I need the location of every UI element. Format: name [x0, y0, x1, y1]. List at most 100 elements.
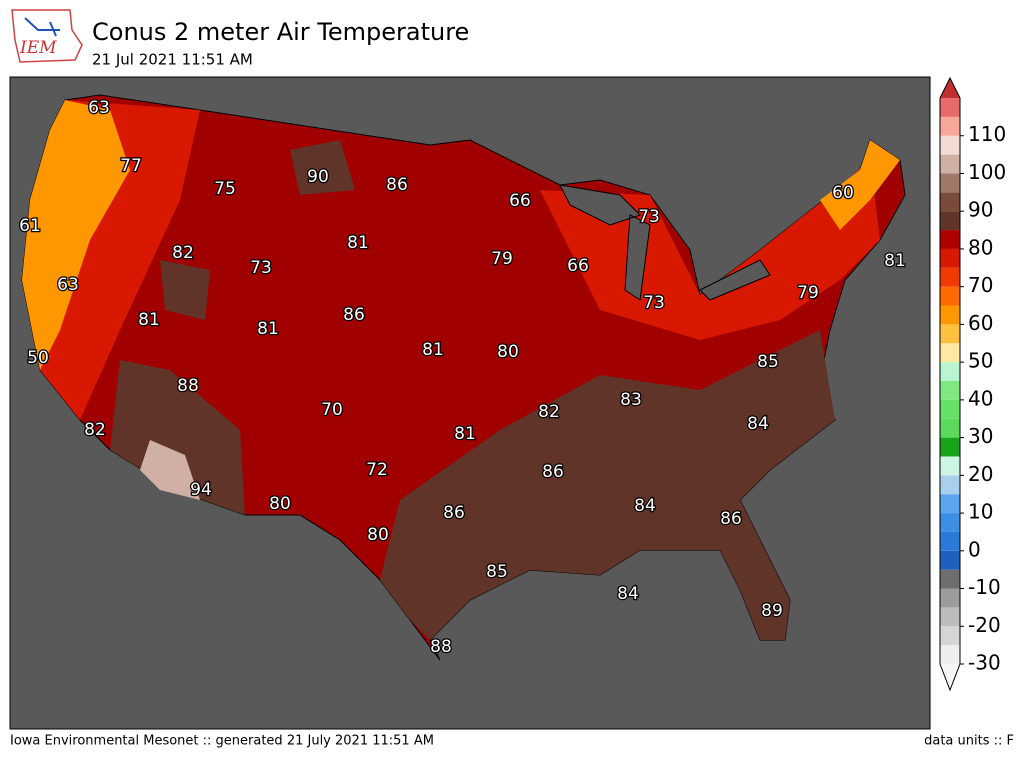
colorbar-segment: [940, 116, 960, 136]
contour-label: 60: [832, 183, 854, 203]
contour-label: 66: [567, 256, 589, 276]
contour-label: 66: [509, 191, 531, 211]
colorbar-segment: [940, 286, 960, 306]
colorbar-segment: [940, 154, 960, 174]
colorbar-segment: [940, 531, 960, 551]
contour-label: 79: [797, 283, 819, 303]
colorbar-segment: [940, 456, 960, 476]
contour-label: 89: [761, 601, 783, 621]
contour-label: 81: [884, 251, 906, 271]
contour-label: 63: [88, 98, 110, 118]
colorbar-tick-label: 10: [968, 500, 993, 524]
contour-label: 86: [720, 509, 742, 529]
colorbar-tick-label: 70: [968, 273, 993, 297]
colorbar-tick-label: 80: [968, 235, 993, 259]
contour-label: 85: [486, 562, 508, 582]
colorbar-segment: [940, 248, 960, 268]
colorbar: -30 -20 -10 0 10 20 30 40 50 60 70 80 90 100 110: [939, 76, 1006, 692]
contour-label: 50: [27, 348, 49, 368]
colorbar-segment: [940, 550, 960, 570]
contour-label: 83: [620, 390, 642, 410]
contour-label: 80: [497, 342, 519, 362]
colorbar-segment: [940, 513, 960, 532]
colorbar-segment: [940, 399, 960, 419]
contour-label: 84: [634, 496, 656, 516]
colorbar-segment: [940, 173, 960, 193]
colorbar-under: [940, 664, 960, 690]
contour-label: 72: [366, 460, 388, 480]
footer-right: data units :: F: [924, 734, 1014, 749]
colorbar-tick-label: 50: [968, 349, 993, 373]
colorbar-tick-label: 30: [968, 424, 993, 448]
map: [9, 76, 931, 730]
colorbar-segment: [940, 135, 960, 155]
contour-label: 94: [190, 480, 212, 500]
colorbar-segment: [940, 305, 960, 325]
colorbar-segment: [940, 626, 960, 646]
colorbar-segment: [940, 645, 960, 664]
hot-region: [110, 140, 835, 640]
title: Conus 2 meter Air Temperature: [92, 18, 469, 46]
contour-label: 84: [747, 414, 769, 434]
contour-label: 81: [257, 319, 279, 339]
contour-label: 77: [120, 156, 142, 176]
contour-label: 82: [172, 243, 194, 263]
contour-label: 88: [177, 376, 199, 396]
colorbar-segment: [940, 588, 960, 608]
colorbar-segment: [940, 211, 960, 231]
contour-label: 80: [269, 494, 291, 514]
colorbar-segment: [940, 475, 960, 495]
colorbar-segment: [940, 569, 960, 589]
colorbar-segment: [940, 343, 960, 363]
contour-label: 70: [321, 400, 343, 420]
contour-label: 86: [343, 305, 365, 325]
colorbar-tick-label: -20: [968, 613, 1001, 637]
contour-label: 86: [386, 175, 408, 195]
cool-region: [22, 100, 900, 370]
colorbar-tick-label: -30: [968, 651, 1001, 675]
footer-left: Iowa Environmental Mesonet :: generated …: [10, 734, 434, 749]
contour-label: 81: [422, 340, 444, 360]
contour-label: 79: [491, 249, 513, 269]
contour-label: 75: [214, 179, 236, 199]
lakes: [559, 184, 771, 301]
contour-label: 80: [367, 525, 389, 545]
contour-label: 90: [307, 167, 329, 187]
colorbar-segment: [940, 418, 960, 438]
contour-label: 82: [84, 420, 106, 440]
colorbar-tick-label: -10: [968, 575, 1001, 599]
contour-label: 86: [443, 503, 465, 523]
contour-label: 81: [454, 424, 476, 444]
colorbar-tick-label: 90: [968, 198, 993, 222]
colorbar-segment: [940, 437, 960, 457]
colorbar-tick-label: 110: [968, 122, 1006, 146]
contour-label: 63: [57, 275, 79, 295]
colorbar-segment: [940, 98, 960, 117]
subtitle: 21 Jul 2021 11:51 AM: [92, 51, 253, 69]
colorbar-segment: [940, 192, 960, 212]
colorbar-over: [940, 78, 960, 98]
colorbar-segment: [940, 381, 960, 400]
contour-label: 84: [617, 584, 639, 604]
colorbar-segment: [940, 607, 960, 627]
logo-text: IEM: [19, 38, 57, 58]
colorbar-segment: [940, 362, 960, 381]
contour-label: 85: [757, 352, 779, 372]
colorbar-tick-label: 60: [968, 311, 993, 335]
colorbar-tick-label: 20: [968, 462, 993, 486]
colorbar-tick-label: 0: [968, 537, 981, 561]
contour-label: 73: [638, 207, 660, 227]
contour-label: 73: [643, 293, 665, 313]
contour-label: 86: [542, 462, 564, 482]
colorbar-tick-label: 40: [968, 386, 993, 410]
colorbar-segment: [940, 324, 960, 344]
colorbar-segment: [940, 230, 960, 249]
contour-label: 73: [250, 258, 272, 278]
logo: IEM: [11, 9, 83, 63]
colorbar-segment: [940, 267, 960, 287]
hottest-region: [140, 440, 200, 500]
contour-label: 61: [19, 216, 41, 236]
contour-label: 88: [430, 637, 452, 657]
colorbar-segment: [940, 494, 960, 514]
